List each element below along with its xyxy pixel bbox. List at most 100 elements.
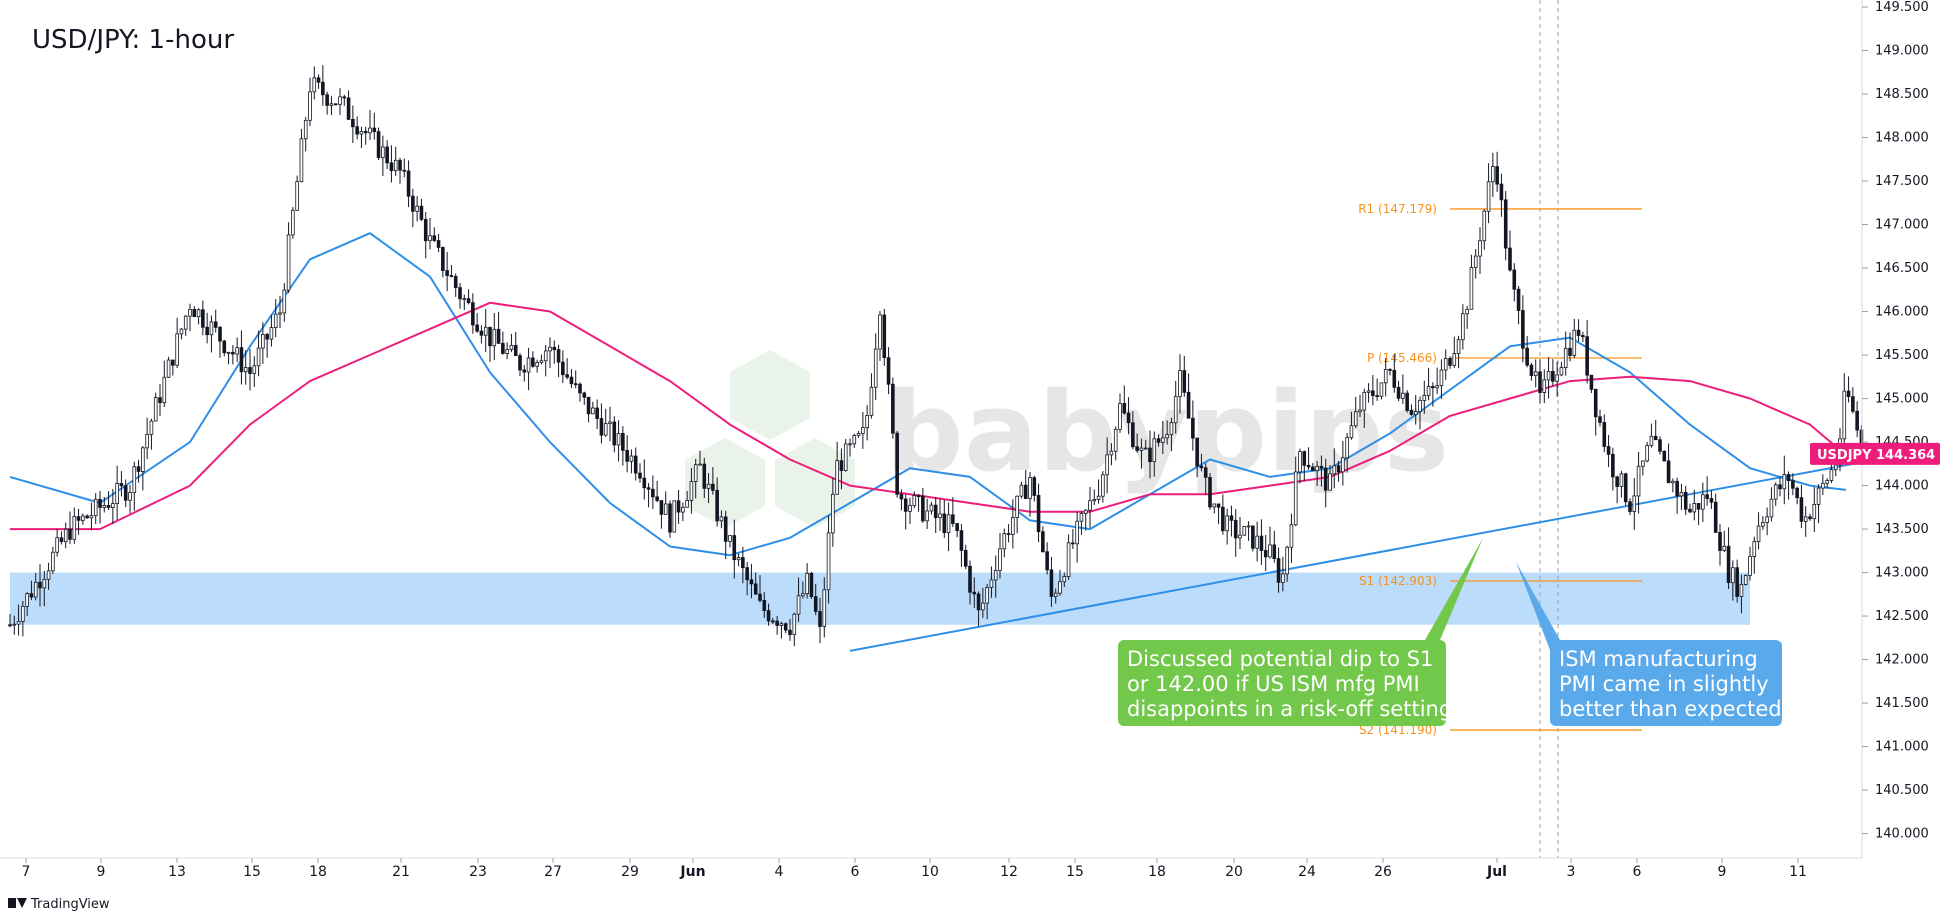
candle-body (1225, 515, 1229, 532)
candle-body (1199, 465, 1204, 469)
candle-body (1469, 267, 1474, 310)
candle-body (381, 146, 385, 158)
candle-body (406, 170, 411, 197)
candle-body (132, 466, 137, 493)
ism-pmi-callout-pointer (1516, 562, 1560, 650)
time-tick-label: 9 (97, 864, 106, 880)
candle-body (183, 315, 188, 330)
candle-body (1405, 392, 1409, 411)
candle-body (286, 234, 291, 291)
candle-body (993, 570, 998, 581)
candle-body (783, 623, 788, 631)
price-tick-label: 143.000 (1875, 566, 1929, 581)
time-tick-label: 29 (621, 864, 639, 880)
candle-body (912, 495, 917, 506)
ism-pmi-callout-text: PMI came in slightly (1559, 672, 1769, 696)
candle-body (1743, 575, 1748, 585)
candle-body (1739, 584, 1744, 597)
candle-body (445, 270, 449, 276)
candle-body (449, 275, 454, 277)
candle-body (535, 362, 539, 367)
candle-body (591, 407, 595, 415)
dip-to-s1-callout-box (1118, 640, 1446, 726)
pivot-level-label: S1 (142.903) (1359, 574, 1437, 588)
candle-body (145, 434, 149, 449)
candle-body (68, 528, 72, 540)
ism-pmi-callout-text: better than expected (1559, 697, 1782, 721)
candle-body (998, 548, 1002, 571)
candle-body (561, 361, 565, 376)
candle-body (222, 340, 227, 354)
candle-body (1636, 465, 1641, 497)
candle-body (1019, 484, 1024, 497)
candle-body (732, 535, 737, 561)
candle-body (526, 357, 531, 373)
candle-body (299, 138, 304, 182)
candle-body (1443, 358, 1448, 371)
candle-body (925, 510, 929, 522)
candle-body (265, 334, 269, 340)
candle-body (1169, 422, 1174, 436)
candle-body (1842, 390, 1847, 440)
candle-body (809, 572, 814, 597)
candle-body (741, 557, 745, 569)
candle-body (1555, 374, 1559, 382)
price-tick-label: 145.500 (1875, 348, 1929, 363)
candle-body (1233, 519, 1238, 539)
candle-body (702, 463, 707, 489)
candle-body (1816, 487, 1821, 505)
pivot-level-label: P (145.466) (1367, 351, 1437, 365)
candle-body (689, 481, 694, 501)
price-tick-label: 146.500 (1875, 261, 1929, 276)
watermark-cube-top (730, 350, 810, 440)
candle-body (1748, 556, 1752, 576)
candle-body (1615, 476, 1619, 487)
candle-body (98, 498, 102, 508)
candle-body (231, 351, 235, 355)
candle-body (1293, 471, 1298, 526)
candle-body (899, 493, 904, 500)
candle-body (711, 483, 715, 491)
candle-body (963, 550, 968, 567)
candle-body (363, 130, 368, 134)
price-axis[interactable]: 149.500 149.000 148.500 148.000 147.500 147.0… (1862, 0, 1929, 842)
candle-body (1242, 526, 1247, 536)
pivot-level-layer: R1 (147.179) P (145.466) S1 (142.903) S2 (1… (1358, 202, 1642, 737)
price-tick-label: 142.500 (1875, 609, 1929, 624)
candle-body (1426, 386, 1431, 396)
candle-body (1718, 532, 1722, 551)
last-price-value: 144.364 (1876, 448, 1935, 463)
candle-body (1602, 422, 1607, 447)
candle-body (633, 455, 638, 474)
candle-body (1195, 437, 1199, 467)
candle-body (513, 344, 518, 356)
candle-body (753, 583, 758, 595)
candle-body (1701, 494, 1705, 510)
time-tick-label: 11 (1789, 864, 1807, 880)
candle-body (1671, 480, 1675, 484)
candle-body (788, 629, 792, 636)
candle-body (1101, 474, 1105, 497)
candle-body (728, 535, 732, 542)
price-tick-label: 147.500 (1875, 174, 1929, 189)
candle-body (192, 309, 197, 318)
candle-body (1251, 525, 1255, 549)
candle-body (42, 578, 47, 589)
candle-body (329, 103, 334, 106)
candle-body (762, 599, 767, 612)
candle-body (1503, 199, 1508, 249)
candle-body (1161, 437, 1165, 443)
candle-body (723, 516, 728, 542)
candle-body (629, 455, 634, 462)
candle-body (1623, 473, 1628, 503)
candle-body (1589, 374, 1594, 390)
candle-body (1568, 347, 1572, 356)
pivot-level-label: R1 (147.179) (1358, 202, 1437, 216)
candle-body (243, 367, 248, 373)
candle-body (595, 407, 599, 419)
candle-body (205, 326, 209, 336)
candle-body (736, 557, 741, 561)
candle-body (55, 537, 59, 553)
time-axis[interactable]: 7 9 13 15 18 21 23 27 29 Jun 4 6 10 12 15 18 20 24 26 Jul 3 6… (22, 858, 1807, 880)
